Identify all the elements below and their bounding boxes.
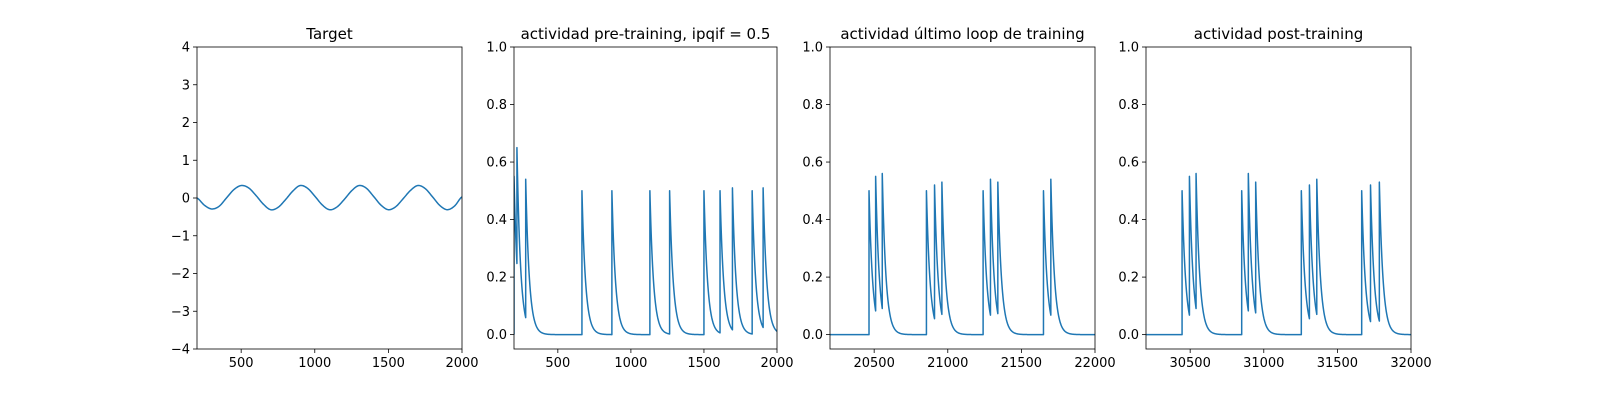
x-tick-label: 20500	[853, 356, 894, 371]
subplot-title: actividad post-training	[1194, 25, 1363, 43]
y-tick-label: 0.0	[1118, 328, 1139, 343]
y-tick-label: 1.0	[802, 41, 823, 56]
axes-frame	[1145, 46, 1412, 350]
y-tick-label: 0.6	[1118, 156, 1139, 171]
y-tick-label: 2	[182, 116, 190, 131]
y-tick-label: 0.2	[802, 271, 823, 286]
axes-frame	[829, 46, 1096, 350]
y-tick-label: 0.8	[802, 98, 823, 113]
x-tick-label: 1000	[298, 356, 331, 371]
x-tick-label: 30500	[1169, 356, 1210, 371]
subplot-title: Target	[305, 25, 353, 43]
x-tick-label: 500	[229, 356, 254, 371]
y-tick-label: 4	[182, 41, 190, 56]
y-tick-label: 0.0	[802, 328, 823, 343]
y-tick-label: −3	[171, 305, 190, 320]
x-tick-label: 500	[545, 356, 570, 371]
y-tick-label: −1	[171, 229, 190, 244]
x-tick-label: 1500	[687, 356, 720, 371]
y-tick-label: 1.0	[486, 41, 507, 56]
x-tick-label: 1000	[614, 356, 647, 371]
subplot-title: actividad pre-training, ipqif = 0.5	[521, 25, 771, 43]
y-tick-label: 0.8	[486, 98, 507, 113]
y-tick-label: 0	[182, 192, 190, 207]
y-tick-label: 1.0	[1118, 41, 1139, 56]
y-tick-label: 1	[182, 154, 190, 169]
x-tick-label: 31500	[1317, 356, 1358, 371]
subplot-3: 20500 21000 21500 22000 0.0 0.2 0.4 0.6 0.8 1.0 ac…	[802, 25, 1115, 371]
axes-frame	[513, 46, 778, 350]
y-tick-label: −4	[171, 343, 190, 358]
subplot-title: actividad último loop de training	[840, 25, 1084, 43]
series-line-1	[830, 172, 1095, 336]
x-tick-label: 2000	[445, 356, 478, 371]
y-tick-label: 0.2	[486, 271, 507, 286]
subplot-4: 30500 31000 31500 32000 0.0 0.2 0.4 0.6 0.8 1.0 ac…	[1118, 25, 1431, 371]
subplot-1: 500 1000 1500 2000 −4 −3 −2 −1 0 1 2 3 4 Target	[171, 25, 479, 371]
y-tick-label: −2	[171, 267, 190, 282]
y-tick-label: 0.4	[486, 213, 507, 228]
axes-frame	[196, 46, 463, 350]
x-tick-label: 22000	[1074, 356, 1115, 371]
y-tick-label: 0.4	[802, 213, 823, 228]
y-tick-label: 3	[182, 78, 190, 93]
y-tick-label: 0.0	[486, 328, 507, 343]
subplot-2: 500 1000 1500 2000 0.0 0.2 0.4 0.6 0.8 1.0 activid…	[486, 25, 793, 371]
x-tick-label: 21000	[927, 356, 968, 371]
y-tick-label: 0.6	[802, 156, 823, 171]
series-line-1	[1146, 172, 1411, 336]
x-tick-label: 21500	[1001, 356, 1042, 371]
y-tick-label: 0.6	[486, 156, 507, 171]
y-tick-label: 0.4	[1118, 213, 1139, 228]
y-tick-label: 0.2	[1118, 271, 1139, 286]
x-tick-label: 1500	[372, 356, 405, 371]
series-line-1	[514, 146, 777, 336]
y-tick-label: 0.8	[1118, 98, 1139, 113]
x-tick-label: 2000	[760, 356, 793, 371]
series-line-1	[197, 184, 462, 211]
x-tick-label: 32000	[1390, 356, 1431, 371]
x-tick-label: 31000	[1243, 356, 1284, 371]
